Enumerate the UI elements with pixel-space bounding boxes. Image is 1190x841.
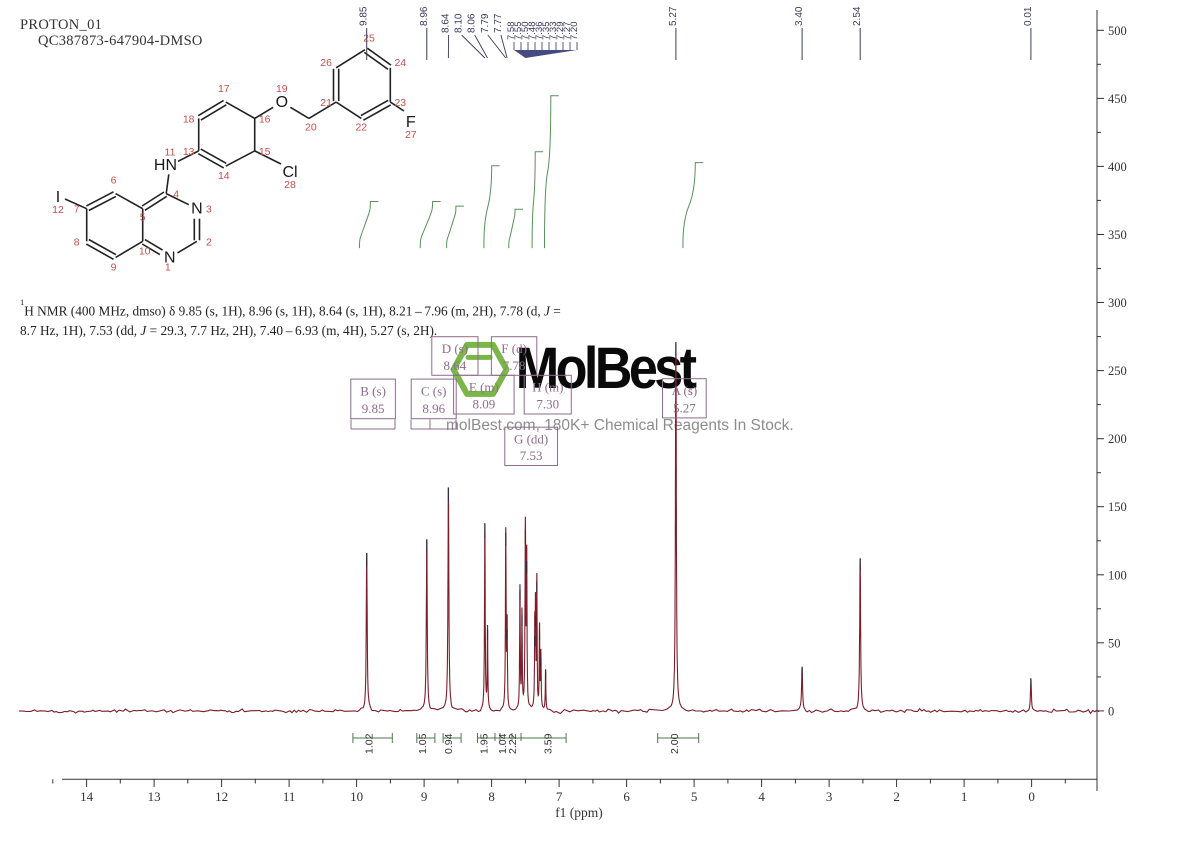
svg-text:5.27: 5.27 bbox=[668, 6, 679, 26]
svg-text:1.05: 1.05 bbox=[417, 733, 429, 754]
svg-text:G (dd): G (dd) bbox=[514, 431, 548, 446]
svg-text:F (d): F (d) bbox=[501, 341, 527, 356]
svg-text:100: 100 bbox=[1108, 568, 1127, 582]
svg-text:8.96: 8.96 bbox=[419, 6, 430, 26]
svg-text:1: 1 bbox=[961, 789, 968, 804]
svg-text:A (s): A (s) bbox=[672, 383, 698, 398]
svg-text:10: 10 bbox=[350, 789, 363, 804]
svg-text:1.95: 1.95 bbox=[479, 733, 491, 754]
svg-text:450: 450 bbox=[1108, 92, 1127, 106]
svg-text:500: 500 bbox=[1108, 24, 1127, 38]
svg-text:2.00: 2.00 bbox=[669, 733, 681, 754]
svg-text:3.40: 3.40 bbox=[794, 6, 805, 26]
svg-text:0.94: 0.94 bbox=[443, 733, 455, 754]
svg-text:8.06: 8.06 bbox=[467, 13, 478, 33]
svg-text:350: 350 bbox=[1108, 228, 1127, 242]
svg-text:3.59: 3.59 bbox=[542, 733, 554, 754]
svg-text:8.64: 8.64 bbox=[444, 358, 467, 373]
svg-text:1.02: 1.02 bbox=[364, 733, 376, 754]
svg-text:12: 12 bbox=[215, 789, 228, 804]
svg-text:50: 50 bbox=[1108, 636, 1121, 650]
svg-text:11: 11 bbox=[283, 789, 296, 804]
svg-text:7.77: 7.77 bbox=[493, 13, 504, 33]
svg-text:14: 14 bbox=[80, 789, 94, 804]
svg-text:13: 13 bbox=[148, 789, 161, 804]
svg-text:2: 2 bbox=[893, 789, 900, 804]
svg-text:300: 300 bbox=[1108, 296, 1127, 310]
svg-text:0: 0 bbox=[1108, 704, 1114, 718]
svg-text:7.30: 7.30 bbox=[536, 397, 559, 412]
svg-text:8.64: 8.64 bbox=[441, 13, 452, 33]
svg-text:7.53: 7.53 bbox=[520, 448, 543, 463]
svg-text:7.20: 7.20 bbox=[569, 22, 580, 41]
svg-text:150: 150 bbox=[1108, 500, 1127, 514]
svg-text:8: 8 bbox=[488, 789, 495, 804]
svg-text:6: 6 bbox=[623, 789, 630, 804]
svg-text:4: 4 bbox=[758, 789, 765, 804]
svg-text:200: 200 bbox=[1108, 432, 1127, 446]
svg-text:9.85: 9.85 bbox=[362, 401, 385, 416]
svg-text:5.27: 5.27 bbox=[673, 400, 696, 415]
svg-text:9.85: 9.85 bbox=[359, 6, 370, 26]
svg-text:5: 5 bbox=[691, 789, 698, 804]
svg-text:2.22: 2.22 bbox=[507, 733, 519, 754]
svg-text:f1 (ppm): f1 (ppm) bbox=[555, 805, 603, 820]
svg-text:3: 3 bbox=[826, 789, 833, 804]
svg-text:250: 250 bbox=[1108, 364, 1127, 378]
svg-text:0: 0 bbox=[1028, 789, 1035, 804]
svg-text:7.79: 7.79 bbox=[480, 13, 491, 33]
svg-text:E (m): E (m) bbox=[469, 380, 499, 395]
svg-text:0.01: 0.01 bbox=[1023, 6, 1034, 26]
svg-text:8.96: 8.96 bbox=[422, 401, 445, 416]
svg-text:H (m): H (m) bbox=[532, 380, 563, 395]
svg-text:400: 400 bbox=[1108, 160, 1127, 174]
svg-text:7.78: 7.78 bbox=[503, 358, 526, 373]
svg-text:2.54: 2.54 bbox=[852, 6, 863, 26]
svg-text:8.09: 8.09 bbox=[473, 397, 496, 412]
svg-text:B (s): B (s) bbox=[360, 384, 386, 399]
svg-text:C (s): C (s) bbox=[421, 384, 447, 399]
svg-text:D (s): D (s) bbox=[442, 341, 468, 356]
svg-text:9: 9 bbox=[421, 789, 428, 804]
svg-text:8.10: 8.10 bbox=[454, 13, 465, 33]
svg-text:7: 7 bbox=[556, 789, 563, 804]
